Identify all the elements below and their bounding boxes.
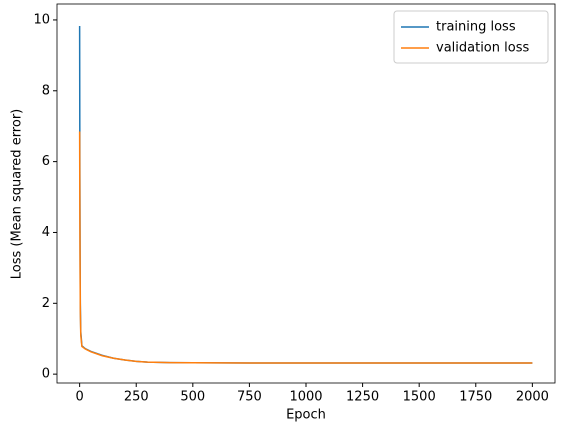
x-tick-label: 0 (75, 390, 83, 405)
x-tick-label: 750 (237, 390, 262, 405)
y-tick-label: 8 (42, 83, 50, 98)
y-tick-label: 6 (42, 154, 50, 169)
line-series (78, 131, 533, 364)
y-tick-label: 4 (42, 225, 50, 240)
x-tick-label: 1750 (459, 390, 492, 405)
x-tick-label: 250 (124, 390, 149, 405)
legend-label: validation loss (436, 41, 529, 56)
y-tick-label: 10 (33, 12, 50, 27)
y-axis-label: Loss (Mean squared error) (10, 109, 25, 280)
x-tick-label: 1000 (289, 390, 322, 405)
x-tick-label: 1500 (403, 390, 436, 405)
plot-frame (56, 3, 556, 384)
x-tick-label: 1250 (346, 390, 379, 405)
y-tick-label: 0 (42, 367, 50, 382)
x-tick-label: 2000 (516, 390, 549, 405)
legend-box (393, 10, 549, 64)
legend-label: training loss (436, 20, 516, 35)
x-tick-label: 500 (180, 390, 205, 405)
line-series (78, 25, 533, 364)
y-tick-label: 2 (42, 296, 50, 311)
x-axis-label: Epoch (286, 408, 326, 423)
